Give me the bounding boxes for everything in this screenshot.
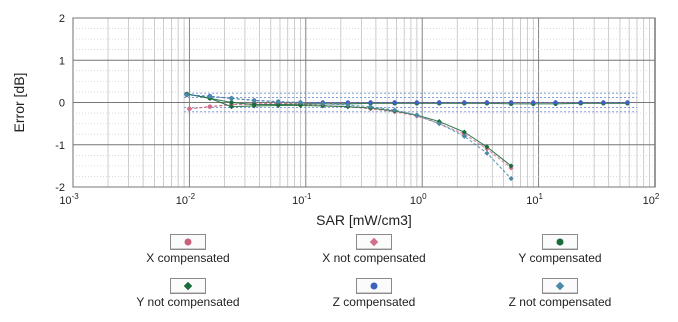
data-point: [368, 104, 374, 110]
y-tick-label: 0: [59, 98, 65, 110]
x-tick-label: 10-1: [292, 192, 312, 207]
series-line-3: [186, 93, 628, 106]
data-point: [508, 163, 514, 169]
x-tick-labels: 10-3 10-2 10-1 100 101 102: [59, 192, 660, 207]
data-point: [207, 94, 213, 100]
data-point: [275, 102, 281, 109]
data-point: [275, 99, 281, 105]
x-tick-label: 100: [410, 192, 427, 207]
data-point: [484, 100, 490, 105]
data-point: [229, 100, 234, 105]
data-point: [484, 144, 490, 150]
data-point: [625, 100, 630, 105]
y-tick-label: 2: [59, 13, 65, 25]
data-point: [484, 150, 490, 156]
data-point: [251, 97, 257, 103]
y-tick-labels: -2 -1 0 1 2: [55, 13, 65, 194]
data-point: [414, 100, 420, 105]
series-points: [184, 91, 630, 182]
data-point: [184, 92, 190, 98]
data-point: [207, 104, 213, 110]
series-line-2: [189, 103, 512, 169]
data-point: [531, 100, 536, 105]
data-point: [461, 129, 467, 135]
x-tick-label: 101: [526, 192, 543, 207]
data-point: [601, 100, 606, 105]
x-tick-label: 102: [643, 192, 660, 207]
data-point: [461, 133, 467, 139]
data-point: [508, 176, 514, 182]
data-point: [578, 100, 583, 105]
data-point: [251, 103, 257, 109]
y-tick-label: -1: [55, 140, 65, 152]
data-point: [462, 100, 467, 105]
x-axis-title: SAR [mW/cm3]: [316, 212, 412, 228]
y-tick-label: 1: [59, 55, 65, 67]
data-point: [228, 104, 235, 110]
data-point: [392, 100, 397, 105]
data-point: [437, 100, 442, 105]
tolerance-bands: [184, 92, 637, 113]
data-point: [368, 100, 373, 105]
y-axis-title: Error [dB]: [11, 73, 27, 133]
x-tick-label: 10-3: [59, 192, 79, 207]
data-point: [553, 100, 558, 105]
data-point: [186, 106, 192, 112]
data-point: [508, 100, 514, 105]
x-tick-label: 10-2: [176, 192, 196, 207]
y-tick-label: -2: [55, 182, 65, 194]
